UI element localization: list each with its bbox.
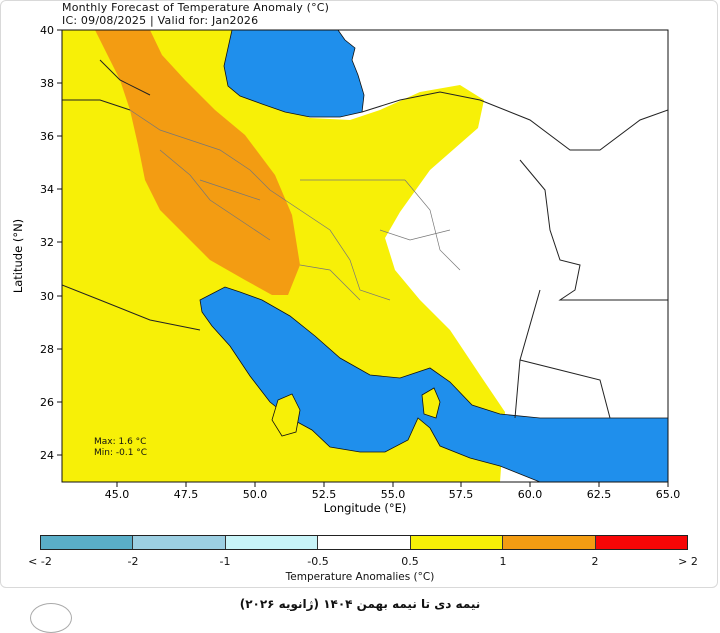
forecast-map: 45.0 47.5 50.0 52.5 55.0 57.5 60.0 62.5 … [11, 24, 681, 515]
x-tick-label: 45.0 [105, 488, 130, 501]
x-tick-label: 52.5 [312, 488, 337, 501]
colorbar-segment [224, 536, 318, 549]
anomaly-field-orange [95, 30, 300, 295]
y-tick-label: 36 [40, 130, 54, 143]
y-tick-label: 24 [40, 449, 54, 462]
colorbar-segment [41, 536, 133, 549]
colorbar-tick: -0.5 [307, 555, 329, 568]
x-tick-label: 62.5 [587, 488, 612, 501]
anomaly-field-neutral [235, 30, 668, 482]
colorbar-segment [502, 536, 595, 549]
y-tick-label: 28 [40, 343, 54, 356]
y-tick-label: 34 [40, 183, 54, 196]
colorbar-label: Temperature Anomalies (°C) [285, 571, 435, 583]
musandam-peninsula [421, 387, 441, 419]
title-line-2: IC: 09/08/2025 | Valid for: Jan2026 [62, 14, 259, 27]
map-title: Monthly Forecast of Temperature Anomaly … [62, 1, 329, 27]
anomaly-stats: Max: 1.6 °C Min: -0.1 °C [94, 437, 147, 459]
x-tick-label: 65.0 [656, 488, 681, 501]
x-tick-label: 57.5 [449, 488, 474, 501]
provincial-borders [129, 109, 461, 301]
footer-caption: نیمه دی تا نیمه بهمن ۱۴۰۴ (ژانویه ۲۰۲۶) [239, 597, 481, 611]
colorbar-tick: 1 [499, 555, 507, 568]
x-tick-label: 47.5 [174, 488, 199, 501]
colorbar [40, 535, 688, 550]
y-tick-label: 38 [40, 77, 54, 90]
colorbar-tick: -1 [219, 555, 231, 568]
colorbar-tick: 2 [591, 555, 599, 568]
min-value: Min: -0.1 °C [94, 448, 148, 458]
y-tick-labels: 24 26 28 30 32 34 36 38 40 [40, 24, 54, 462]
x-axis-label: Longitude (°E) [324, 501, 407, 515]
qatar-peninsula [271, 393, 301, 437]
x-tick-labels: 45.0 47.5 50.0 52.5 55.0 57.5 60.0 62.5 … [105, 488, 681, 501]
y-tick-label: 40 [40, 24, 54, 37]
colorbar-segment [317, 536, 410, 549]
colorbar-tick: 0.5 [401, 555, 419, 568]
colorbar-segment [409, 536, 503, 549]
max-value: Max: 1.6 °C [94, 437, 147, 447]
y-tick-label: 32 [40, 236, 54, 249]
y-axis-label: Latitude (°N) [11, 219, 25, 293]
x-tick-label: 60.0 [518, 488, 543, 501]
title-line-1: Monthly Forecast of Temperature Anomaly … [62, 1, 330, 14]
x-tick-label: 55.0 [381, 488, 406, 501]
colorbar-tick: < -2 [28, 555, 52, 568]
caspian-sea [223, 30, 365, 118]
y-tick-label: 30 [40, 290, 54, 303]
plot-border [61, 29, 669, 483]
colorbar-tick: -2 [127, 555, 139, 568]
colorbar-segment [594, 536, 687, 549]
figure-frame [0, 0, 718, 588]
logo-icon [30, 603, 72, 633]
y-tick-label: 26 [40, 396, 54, 409]
colorbar-tick: > 2 [678, 555, 698, 568]
colorbar-segment [132, 536, 225, 549]
national-borders [62, 59, 668, 419]
x-tick-label: 50.0 [243, 488, 268, 501]
axis-tick-marks [57, 29, 669, 487]
